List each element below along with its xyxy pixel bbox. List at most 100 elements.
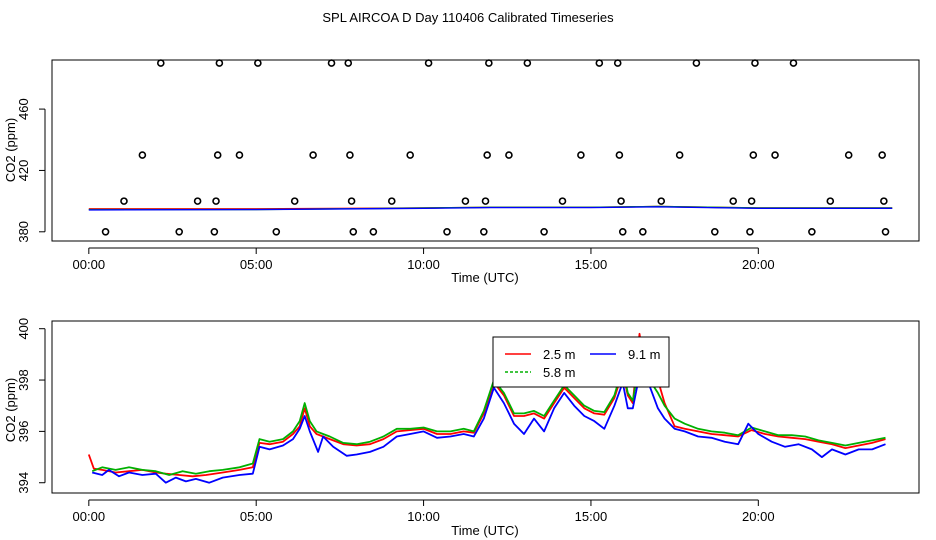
scatter-point — [615, 151, 624, 159]
legend-label: 2.5 m — [543, 347, 576, 362]
scatter-point — [880, 197, 888, 205]
series-line-5-8-m — [91, 361, 886, 476]
scatter-point — [577, 151, 585, 159]
legend: 2.5 m 5.8 m 9.1 m — [492, 336, 670, 388]
x-tick-label: 20:00 — [742, 509, 775, 524]
scatter-point — [485, 59, 493, 67]
x-tick-label: 00:00 — [73, 257, 106, 272]
scatter-point — [595, 59, 604, 67]
y-axis: 394 396 398 400 — [16, 318, 46, 494]
plot-frame — [51, 320, 920, 494]
scatter-point — [558, 197, 567, 205]
y-axis-label: CO2 (ppm) — [3, 378, 18, 442]
y-tick-label: 380 — [16, 221, 31, 243]
scatter-point — [215, 59, 224, 67]
scatter-point — [618, 227, 627, 236]
scatter-point — [692, 59, 701, 67]
y-tick-label: 400 — [16, 318, 31, 340]
scatter-point — [483, 151, 491, 159]
scatter-point — [746, 227, 754, 236]
y-tick-label: 420 — [16, 160, 31, 182]
co2-scatter-panel: 00:00 05:00 10:00 15:00 20:00 380 420 460 Time… — [3, 59, 920, 285]
legend-label: 9.1 m — [628, 347, 661, 362]
scatter-point — [808, 227, 816, 236]
scatter-point — [138, 151, 147, 159]
scatter-point — [878, 151, 886, 159]
scatter-point — [461, 197, 470, 205]
x-tick-label: 15:00 — [575, 509, 608, 524]
y-axis: 380 420 460 — [16, 98, 46, 243]
scatter-point — [881, 227, 890, 236]
scatter-point — [826, 197, 835, 205]
scatter-point — [749, 151, 758, 159]
scatter-point — [235, 151, 244, 159]
co2-timeseries-panel: 00:00 05:00 10:00 15:00 20:00 394 396 398 400 T… — [3, 318, 920, 538]
plot-frame — [51, 59, 920, 242]
scatter-point — [424, 59, 433, 67]
legend-box — [492, 336, 670, 388]
scatter-point — [789, 59, 798, 67]
x-tick-label: 10:00 — [407, 509, 440, 524]
x-tick-label: 10:00 — [407, 257, 440, 272]
scatter-point — [481, 197, 490, 205]
scatter-point — [272, 227, 281, 236]
scatter-point — [369, 227, 378, 236]
plot-area — [88, 59, 893, 236]
scatter-point — [711, 227, 719, 236]
legend-label: 5.8 m — [543, 365, 576, 380]
scatter-point — [349, 227, 358, 236]
scatter-point — [254, 59, 262, 67]
scatter-point — [540, 227, 548, 236]
x-axis-label: Time (UTC) — [451, 523, 518, 538]
scatter-point — [309, 151, 317, 159]
scatter-point — [771, 151, 779, 159]
y-axis-label: CO2 (ppm) — [3, 118, 18, 182]
scatter-point — [747, 197, 756, 205]
scatter-point — [844, 151, 853, 159]
scatter-point — [751, 59, 759, 67]
scatter-point — [729, 197, 738, 205]
scatter-point — [505, 151, 513, 159]
scatter-point — [344, 59, 353, 67]
scatter-point — [347, 197, 356, 205]
x-axis-label: Time (UTC) — [451, 270, 518, 285]
y-tick-label: 396 — [16, 421, 31, 443]
chart-title: SPL AIRCOA D Day 110406 Calibrated Times… — [322, 10, 614, 25]
scatter-point — [480, 227, 488, 236]
x-tick-label: 00:00 — [73, 509, 106, 524]
scatter-point — [212, 197, 220, 205]
series-line-9-1-m — [91, 371, 886, 484]
x-axis: 00:00 05:00 10:00 15:00 20:00 — [73, 499, 775, 524]
scatter-point — [213, 151, 222, 159]
x-tick-label: 05:00 — [240, 509, 273, 524]
x-tick-label: 20:00 — [742, 257, 775, 272]
scatter-point — [675, 151, 684, 159]
x-tick-label: 15:00 — [575, 257, 608, 272]
scatter-point — [290, 197, 299, 205]
scatter-point — [193, 197, 202, 205]
scatter-point — [210, 227, 219, 236]
series-line-2-5-m — [87, 332, 886, 478]
scatter-point — [346, 151, 354, 159]
scatter-point — [657, 197, 666, 205]
scatter-point — [156, 59, 165, 67]
scatter-point — [406, 151, 414, 159]
scatter-point — [443, 227, 451, 236]
scatter-point — [387, 197, 396, 205]
scatter-point — [120, 197, 128, 205]
plot-area — [87, 332, 886, 484]
scatter-point — [617, 197, 625, 205]
y-tick-label: 398 — [16, 369, 31, 391]
y-tick-label: 460 — [16, 98, 31, 120]
scatter-point — [327, 59, 336, 67]
scatter-point — [613, 59, 622, 67]
series-line-9-1-m — [88, 206, 893, 211]
scatter-point — [639, 227, 647, 236]
x-axis: 00:00 05:00 10:00 15:00 20:00 — [73, 247, 775, 272]
scatter-point — [523, 59, 532, 67]
y-tick-label: 394 — [16, 472, 31, 494]
scatter-point — [175, 227, 184, 236]
x-tick-label: 05:00 — [240, 257, 273, 272]
scatter-point — [101, 227, 110, 236]
